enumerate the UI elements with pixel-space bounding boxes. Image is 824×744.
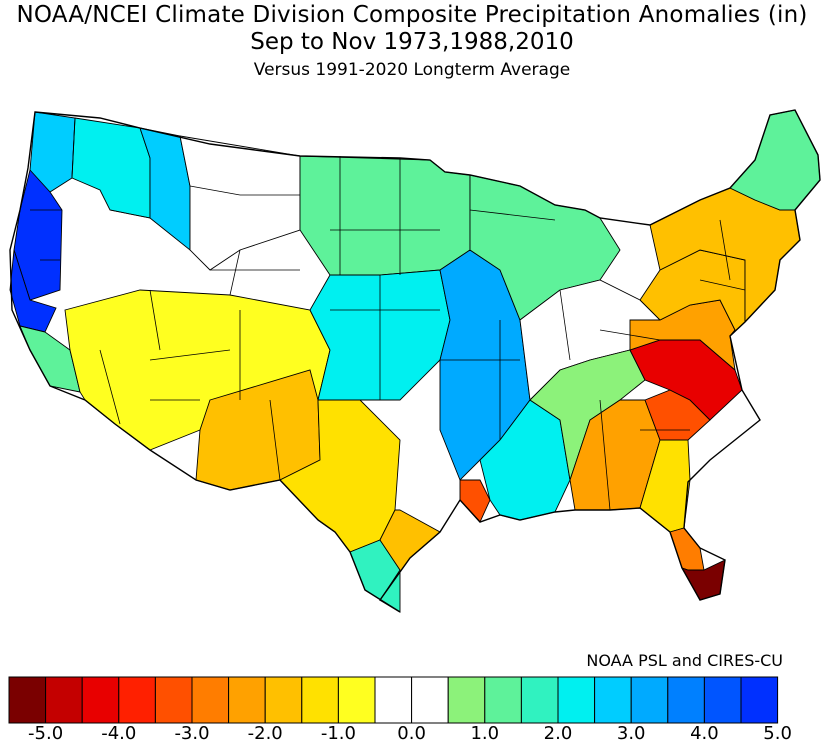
legend-tick-label: -3.0 bbox=[174, 723, 209, 744]
legend-swatch bbox=[630, 676, 669, 724]
legend-swatch bbox=[594, 676, 632, 724]
climate-region bbox=[71, 117, 151, 219]
legend-swatch bbox=[557, 676, 596, 724]
legend-swatch bbox=[337, 676, 376, 724]
division-boundary bbox=[109, 209, 151, 219]
legend-swatch bbox=[264, 676, 303, 724]
map-subtitle: Sep to Nov 1973,1988,2010 bbox=[250, 29, 574, 55]
division-boundary bbox=[99, 349, 121, 425]
legend-tick-label: 2.0 bbox=[544, 723, 573, 744]
division-boundary bbox=[559, 289, 571, 361]
legend-tick-label: 4.0 bbox=[690, 723, 719, 744]
legend-swatch bbox=[520, 676, 559, 724]
division-boundary bbox=[149, 349, 231, 361]
legend-swatch bbox=[447, 676, 486, 724]
division-boundary bbox=[149, 289, 161, 351]
title-block: NOAA/NCEI Climate Division Composite Pre… bbox=[0, 0, 824, 81]
legend-swatch bbox=[118, 676, 156, 724]
us-outline bbox=[9, 109, 821, 613]
division-boundary bbox=[269, 399, 281, 481]
division-boundary bbox=[469, 209, 556, 221]
map-title: NOAA/NCEI Climate Division Composite Pre… bbox=[16, 2, 808, 28]
legend-swatch bbox=[301, 676, 339, 724]
baseline-note: Versus 1991-2020 Longterm Average bbox=[253, 60, 571, 80]
legend-swatch bbox=[8, 676, 47, 724]
division-boundary bbox=[719, 219, 731, 281]
legend-swatch bbox=[411, 676, 449, 724]
division-boundary bbox=[229, 249, 241, 296]
legend-swatch bbox=[45, 676, 83, 724]
legend-tick-label: 1.0 bbox=[470, 723, 499, 744]
division-boundary bbox=[699, 279, 746, 291]
legend-tick-label: 5.0 bbox=[763, 723, 792, 744]
legend-tick-label: -1.0 bbox=[321, 723, 356, 744]
climate-region bbox=[459, 479, 491, 523]
legend-tick-labels: -5.0 -4.0 -3.0 -2.0 -1.0 0.0 1.0 2.0 3.0 4.0 5.0 bbox=[28, 723, 792, 744]
legend-swatch bbox=[191, 676, 230, 724]
legend-swatch bbox=[703, 676, 742, 724]
legend-swatch bbox=[374, 676, 413, 724]
legend-tick-label: 3.0 bbox=[617, 723, 646, 744]
division-boundary bbox=[599, 399, 611, 511]
division-boundary bbox=[71, 117, 76, 179]
us-precip-anomaly-map bbox=[9, 109, 821, 613]
legend-swatch bbox=[154, 676, 193, 724]
legend-tick-label: 0.0 bbox=[397, 723, 426, 744]
legend-swatch bbox=[228, 676, 266, 724]
legend-tick-label: -5.0 bbox=[28, 723, 63, 744]
climate-region bbox=[529, 349, 646, 481]
division-boundary bbox=[189, 185, 241, 196]
region-fills bbox=[9, 109, 821, 613]
legend-tick-label: -2.0 bbox=[248, 723, 283, 744]
climate-region bbox=[299, 155, 471, 276]
legend-swatch bbox=[81, 676, 120, 724]
credit-label: NOAA PSL and CIRES-CU bbox=[586, 651, 783, 670]
legend-swatches bbox=[8, 676, 779, 724]
climate-division-lines bbox=[30, 117, 746, 511]
legend-swatch bbox=[740, 676, 779, 724]
division-boundary bbox=[599, 329, 661, 341]
legend-swatch bbox=[667, 676, 705, 724]
legend-tick-label: -4.0 bbox=[101, 723, 136, 744]
color-scale-legend: -5.0 -4.0 -3.0 -2.0 -1.0 0.0 1.0 2.0 3.0 4.0 5.0 bbox=[8, 676, 792, 744]
legend-swatch bbox=[484, 676, 522, 724]
climate-region bbox=[179, 135, 301, 271]
